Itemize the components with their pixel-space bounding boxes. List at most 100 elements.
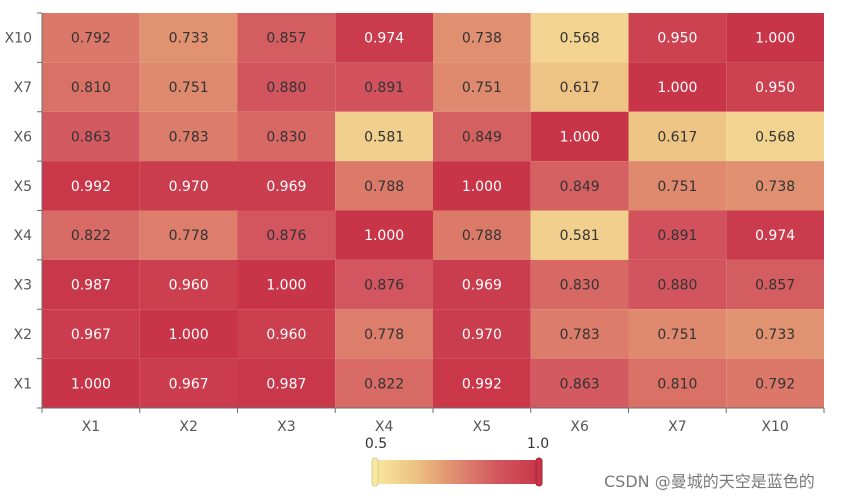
heatmap-cell xyxy=(628,62,727,112)
cell-value-label: 0.880 xyxy=(657,278,697,294)
cell-value-label: 0.617 xyxy=(657,129,697,145)
cell-value-label: 0.891 xyxy=(364,80,404,96)
heatmap-cell xyxy=(139,259,238,310)
heatmap-cell xyxy=(335,210,433,260)
cell-value-label: 0.960 xyxy=(169,278,209,294)
heatmap-cell xyxy=(42,210,140,260)
cell-value-label: 0.992 xyxy=(462,376,502,392)
heatmap-cell xyxy=(139,62,238,112)
cell-value-label: 1.000 xyxy=(364,228,404,244)
cell-value-label: 0.970 xyxy=(169,179,209,195)
y-tick-label: X5 xyxy=(14,179,33,195)
heatmap-cell xyxy=(726,259,824,310)
heatmap-cell xyxy=(726,358,824,408)
cell-value-label: 1.000 xyxy=(657,80,697,96)
cell-value-label: 0.751 xyxy=(169,80,209,96)
heatmap-cell xyxy=(237,13,336,63)
heatmap-cell xyxy=(726,62,824,112)
cell-value-label: 0.992 xyxy=(71,179,111,195)
heatmap-cell xyxy=(530,309,629,359)
heatmap-cell xyxy=(433,210,531,260)
x-tick-label: X2 xyxy=(179,419,198,435)
cell-value-label: 0.863 xyxy=(560,376,600,392)
heatmap-cell xyxy=(237,111,336,162)
legend-min-label: 0.5 xyxy=(365,436,387,452)
cell-value-label: 0.822 xyxy=(364,376,404,392)
cell-value-label: 1.000 xyxy=(462,179,502,195)
heatmap-cell xyxy=(628,161,727,211)
y-tick-label: X1 xyxy=(14,376,33,392)
heatmap-cell xyxy=(726,161,824,211)
heatmap-cell xyxy=(433,309,531,359)
watermark-text: CSDN @曼城的天空是蓝色的 xyxy=(604,472,815,491)
heatmap-cell xyxy=(726,13,824,63)
cell-value-label: 0.987 xyxy=(71,278,111,294)
heatmap-cell xyxy=(42,62,140,112)
cell-value-label: 0.891 xyxy=(657,228,697,244)
heatmap-cell xyxy=(237,309,336,359)
y-tick-label: X2 xyxy=(14,327,33,343)
heatmap-cell xyxy=(628,111,727,162)
cell-value-label: 0.751 xyxy=(462,80,502,96)
cell-value-label: 0.967 xyxy=(71,327,111,343)
cell-value-label: 0.974 xyxy=(755,228,795,244)
cell-value-label: 0.792 xyxy=(71,31,111,47)
x-tick-label: X1 xyxy=(82,419,101,435)
heatmap-cell xyxy=(530,13,629,63)
x-tick-label: X3 xyxy=(277,419,296,435)
cell-value-label: 0.960 xyxy=(266,327,306,343)
heatmap-cell xyxy=(139,358,238,408)
heatmap-cell xyxy=(628,358,727,408)
heatmap-cell xyxy=(726,309,824,359)
heatmap-cell xyxy=(726,210,824,260)
cell-value-label: 0.581 xyxy=(364,129,404,145)
heatmap-cell xyxy=(628,13,727,63)
cell-value-label: 0.876 xyxy=(266,228,306,244)
heatmap-cells: 0.792 0.733 0.857 0.974 0.738 0.568 0.950 1.000… xyxy=(42,13,824,408)
heatmap-cell xyxy=(530,259,629,310)
heatmap-cell xyxy=(139,309,238,359)
heatmap-cell xyxy=(42,309,140,359)
cell-value-label: 0.788 xyxy=(462,228,502,244)
heatmap-cell xyxy=(139,210,238,260)
heatmap-cell xyxy=(433,13,531,63)
cell-value-label: 0.969 xyxy=(462,278,502,294)
cell-value-label: 0.863 xyxy=(71,129,111,145)
cell-value-label: 0.857 xyxy=(755,278,795,294)
cell-value-label: 0.822 xyxy=(71,228,111,244)
cell-value-label: 0.950 xyxy=(755,80,795,96)
y-tick-label: X7 xyxy=(14,80,33,96)
cell-value-label: 0.738 xyxy=(755,179,795,195)
cell-value-label: 0.876 xyxy=(364,278,404,294)
heatmap-cell xyxy=(237,358,336,408)
heatmap-cell xyxy=(42,13,140,63)
x-tick-label: X6 xyxy=(570,419,589,435)
heatmap-cell xyxy=(139,111,238,162)
heatmap-cell xyxy=(335,111,433,162)
cell-value-label: 1.000 xyxy=(169,327,209,343)
cell-value-label: 0.970 xyxy=(462,327,502,343)
heatmap-cell xyxy=(433,111,531,162)
legend-max-label: 1.0 xyxy=(527,436,549,452)
heatmap-cell xyxy=(335,358,433,408)
legend-max-handle[interactable] xyxy=(535,457,543,487)
y-tick-label: X4 xyxy=(14,228,33,244)
cell-value-label: 1.000 xyxy=(266,278,306,294)
color-legend: 0.5 1.0 xyxy=(365,436,549,487)
cell-value-label: 0.778 xyxy=(364,327,404,343)
heatmap-cell xyxy=(530,161,629,211)
x-tick-label: X4 xyxy=(375,419,394,435)
cell-value-label: 0.849 xyxy=(560,179,600,195)
heatmap-cell xyxy=(433,62,531,112)
heatmap-cell xyxy=(335,259,433,310)
cell-value-label: 0.568 xyxy=(560,31,600,47)
cell-value-label: 0.857 xyxy=(266,31,306,47)
cell-value-label: 0.733 xyxy=(755,327,795,343)
heatmap-cell xyxy=(42,161,140,211)
y-tick-label: X10 xyxy=(5,31,32,47)
cell-value-label: 0.783 xyxy=(169,129,209,145)
heatmap-cell xyxy=(335,13,433,63)
legend-min-handle[interactable] xyxy=(371,457,379,487)
heatmap-cell xyxy=(237,161,336,211)
